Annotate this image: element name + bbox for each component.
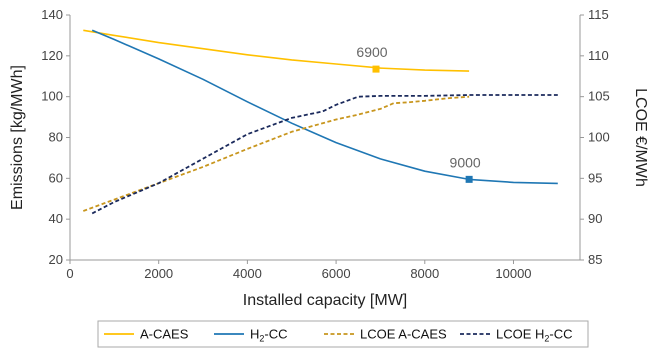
- x-tick-label: 8000: [410, 266, 439, 281]
- annotation-a-caes: 6900: [356, 44, 387, 60]
- legend: A-CAES H2-CC LCOE A-CAES LCOE H2-CC: [97, 320, 589, 348]
- legend-label: H2-CC: [250, 327, 288, 344]
- legend-label: LCOE A-CAES: [360, 327, 447, 342]
- x-axis-title: Installed capacity [MW]: [243, 292, 408, 309]
- x-tick-label: 2000: [144, 266, 173, 281]
- right-y-axis-title: LCOE €/MWh: [632, 88, 649, 187]
- legend-box: [97, 320, 589, 348]
- x-tick-label: 6000: [322, 266, 351, 281]
- marker-a-caes: [372, 65, 380, 73]
- legend-label: A-CAES: [140, 327, 189, 342]
- left-y-tick-label: 100: [41, 89, 63, 104]
- right-y-tick-label: 85: [588, 252, 602, 267]
- series-layer: [82, 29, 558, 215]
- series-line-a-caes: [83, 29, 470, 72]
- series-line-lcoe-a-caes: [82, 95, 470, 212]
- left-y-tick-label: 140: [41, 7, 63, 22]
- left-y-tick-label: 80: [49, 130, 63, 145]
- legend-label: LCOE H2-CC: [496, 327, 573, 344]
- x-tick-label: 10000: [495, 266, 531, 281]
- annotation-h2-cc: 9000: [450, 154, 481, 170]
- right-y-tick-label: 105: [588, 89, 610, 104]
- right-y-tick-label: 100: [588, 130, 610, 145]
- x-tick-label: 4000: [233, 266, 262, 281]
- left-y-tick-label: 20: [49, 252, 63, 267]
- series-line-h2-cc: [91, 29, 558, 185]
- left-y-axis-title: Emissions [kg/MWh]: [9, 65, 26, 210]
- left-y-tick-label: 120: [41, 48, 63, 63]
- marker-h2-cc: [465, 175, 473, 183]
- right-y-tick-label: 115: [588, 7, 609, 22]
- axes: 0 2000 4000 6000 8000 10000 20 40 60 80 100 120 140 8…: [41, 7, 609, 281]
- right-y-tick-label: 90: [588, 211, 602, 226]
- series-line-lcoe-h2-cc: [91, 94, 558, 215]
- left-y-tick-label: 60: [49, 170, 63, 185]
- marker-layer: 6900 9000: [356, 44, 481, 183]
- left-y-tick-label: 40: [49, 211, 63, 226]
- right-y-tick-label: 95: [588, 170, 602, 185]
- right-y-tick-label: 110: [588, 48, 609, 63]
- x-tick-label: 0: [66, 266, 73, 281]
